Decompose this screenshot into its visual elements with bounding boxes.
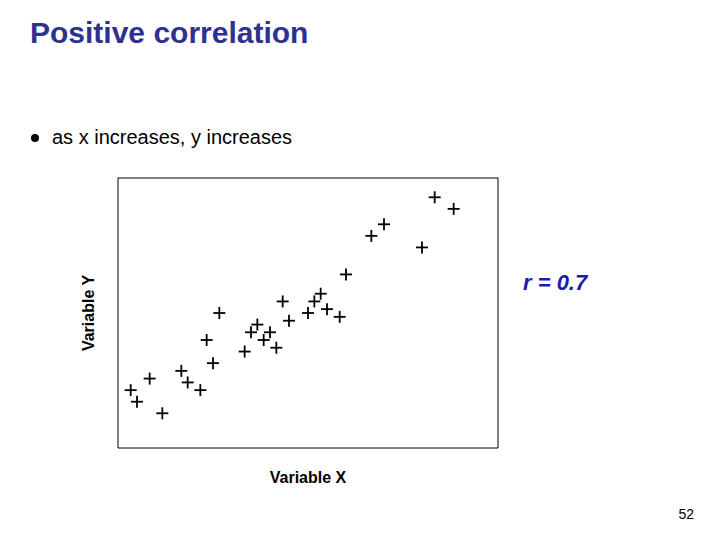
svg-text:Variable X: Variable X [270, 469, 347, 486]
html-text:as x increases, y increases: as x increases, y increases [52, 126, 293, 148]
html-text:r = 0.7: r = 0.7 [523, 270, 588, 295]
html-text:52: 52 [678, 506, 694, 522]
html-text:Positive correlation: Positive correlation [30, 16, 309, 49]
svg-text:Variable Y: Variable Y [80, 275, 97, 352]
